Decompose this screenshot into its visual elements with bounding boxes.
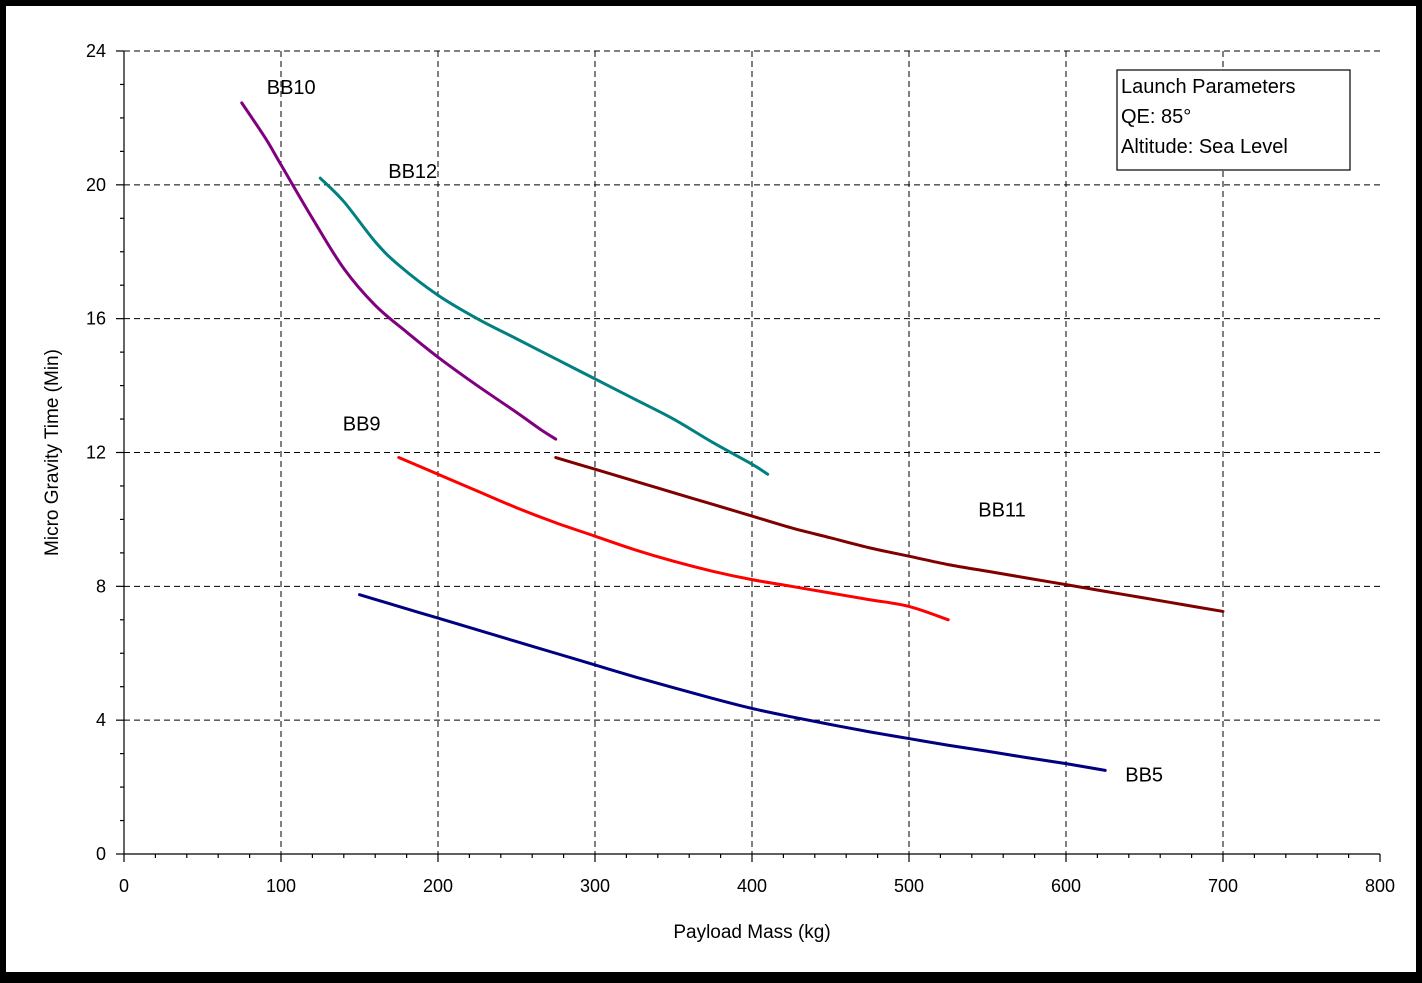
- series-labels: BB10 BB12 BB9 BB11 BB5: [267, 77, 1163, 786]
- series-line-bb10: [240, 101, 558, 441]
- axes: 0 100 200 300 400 500 600 700 800 0 4 8 12 16 20 24: [86, 41, 1395, 896]
- annotation-line-altitude: Altitude: Sea Level: [1121, 136, 1288, 158]
- x-axis-title: Payload Mass (kg): [673, 922, 830, 943]
- y-tick-label: 12: [86, 443, 106, 463]
- y-tick-label: 20: [86, 175, 106, 195]
- y-tick-label: 0: [96, 844, 106, 864]
- series-label-bb12: BB12: [388, 161, 437, 183]
- annotation-line-title: Launch Parameters: [1121, 76, 1296, 98]
- series-label-bb5: BB5: [1125, 764, 1163, 786]
- grid: [124, 50, 1380, 854]
- series-label-bb9: BB9: [343, 414, 381, 436]
- x-tick-label: 0: [119, 876, 129, 896]
- x-tick-label: 500: [894, 876, 924, 896]
- x-tick-label: 400: [737, 876, 767, 896]
- series-label-bb10: BB10: [267, 77, 316, 99]
- x-tick-label: 200: [423, 876, 453, 896]
- annotation-box: Launch Parameters QE: 85° Altitude: Sea …: [1116, 69, 1351, 171]
- series-group: [240, 101, 1225, 772]
- x-tick-label: 300: [580, 876, 610, 896]
- y-axis-title: Micro Gravity Time (Min): [42, 349, 63, 556]
- y-tick-label: 8: [96, 576, 106, 596]
- x-tick-label: 800: [1365, 876, 1395, 896]
- x-tick-label: 600: [1051, 876, 1081, 896]
- series-line-bb9: [397, 456, 950, 622]
- series-line-bb12: [318, 176, 770, 476]
- series-line-bb5: [358, 593, 1107, 772]
- annotation-box-border: [1116, 69, 1351, 171]
- y-tick-label: 16: [86, 309, 106, 329]
- series-line-bb11: [554, 456, 1225, 613]
- x-tick-label: 100: [266, 876, 296, 896]
- y-tick-label: 4: [96, 710, 106, 730]
- y-tick-label: 24: [86, 41, 106, 61]
- series-label-bb11: BB11: [978, 500, 1025, 522]
- annotation-line-qe: QE: 85°: [1121, 106, 1191, 128]
- x-tick-label: 700: [1208, 876, 1238, 896]
